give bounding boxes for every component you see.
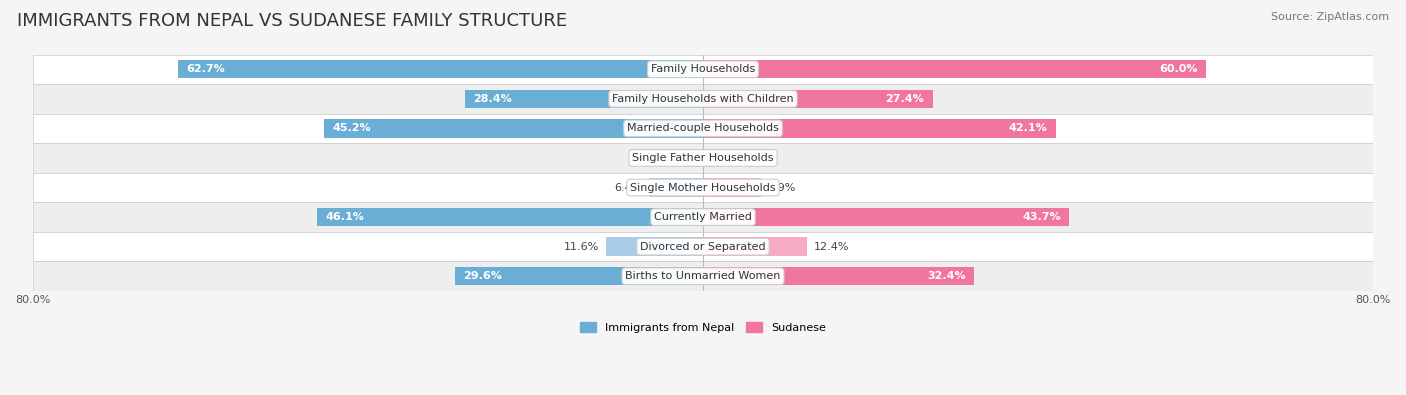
Text: Source: ZipAtlas.com: Source: ZipAtlas.com: [1271, 12, 1389, 22]
Text: 43.7%: 43.7%: [1022, 212, 1060, 222]
Text: 6.9%: 6.9%: [768, 182, 796, 192]
Text: 2.4%: 2.4%: [730, 153, 758, 163]
Bar: [32, 232, 1374, 261]
Bar: [32, 261, 1374, 291]
Text: 60.0%: 60.0%: [1159, 64, 1198, 74]
Bar: [703, 90, 932, 108]
Bar: [703, 60, 1206, 79]
Text: 27.4%: 27.4%: [886, 94, 924, 104]
Legend: Immigrants from Nepal, Sudanese: Immigrants from Nepal, Sudanese: [575, 318, 831, 337]
Bar: [685, 149, 703, 167]
Bar: [465, 90, 703, 108]
Text: 28.4%: 28.4%: [474, 94, 512, 104]
Text: Births to Unmarried Women: Births to Unmarried Women: [626, 271, 780, 281]
Bar: [703, 237, 807, 256]
Text: Single Father Households: Single Father Households: [633, 153, 773, 163]
Bar: [703, 119, 1056, 137]
Bar: [650, 179, 703, 197]
Text: 62.7%: 62.7%: [186, 64, 225, 74]
Text: 11.6%: 11.6%: [564, 242, 599, 252]
Text: 29.6%: 29.6%: [464, 271, 502, 281]
Bar: [32, 173, 1374, 202]
Bar: [606, 237, 703, 256]
Bar: [32, 55, 1374, 84]
Text: Married-couple Households: Married-couple Households: [627, 123, 779, 134]
Text: Family Households with Children: Family Households with Children: [612, 94, 794, 104]
Text: 6.4%: 6.4%: [614, 182, 643, 192]
Bar: [703, 179, 761, 197]
Text: 45.2%: 45.2%: [333, 123, 371, 134]
Bar: [703, 208, 1069, 226]
Bar: [32, 114, 1374, 143]
Text: 12.4%: 12.4%: [814, 242, 849, 252]
Text: 46.1%: 46.1%: [325, 212, 364, 222]
Bar: [456, 267, 703, 285]
Text: 42.1%: 42.1%: [1008, 123, 1047, 134]
Bar: [32, 143, 1374, 173]
Bar: [703, 267, 974, 285]
Text: Currently Married: Currently Married: [654, 212, 752, 222]
Bar: [32, 202, 1374, 232]
Text: IMMIGRANTS FROM NEPAL VS SUDANESE FAMILY STRUCTURE: IMMIGRANTS FROM NEPAL VS SUDANESE FAMILY…: [17, 12, 567, 30]
Text: Divorced or Separated: Divorced or Separated: [640, 242, 766, 252]
Bar: [325, 119, 703, 137]
Text: 2.2%: 2.2%: [650, 153, 678, 163]
Bar: [32, 84, 1374, 114]
Text: 32.4%: 32.4%: [928, 271, 966, 281]
Text: Family Households: Family Households: [651, 64, 755, 74]
Bar: [316, 208, 703, 226]
Bar: [703, 149, 723, 167]
Bar: [177, 60, 703, 79]
Text: Single Mother Households: Single Mother Households: [630, 182, 776, 192]
